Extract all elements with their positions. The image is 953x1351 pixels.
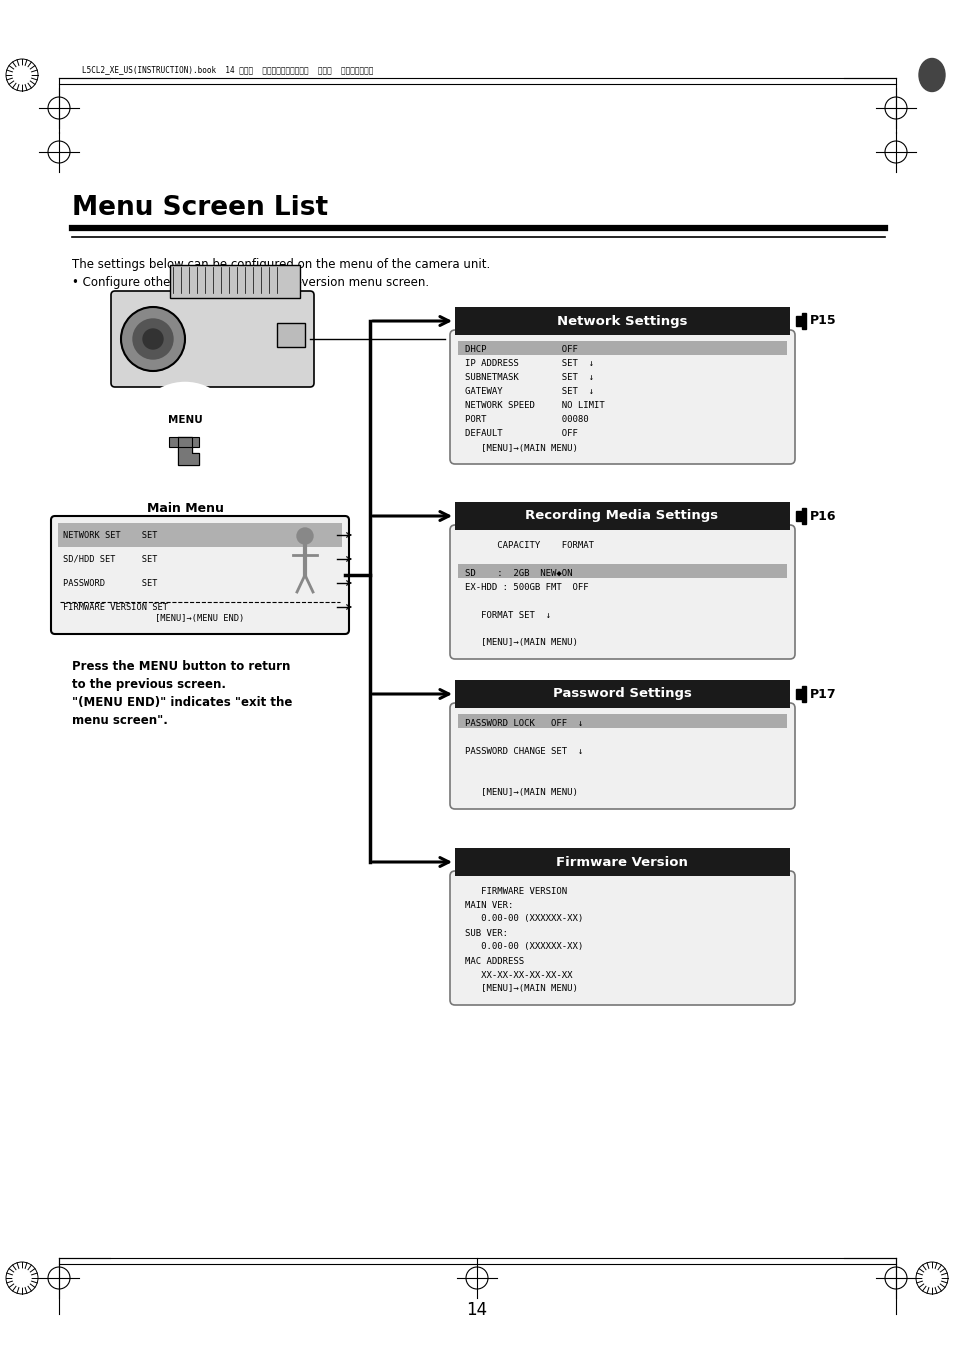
Bar xyxy=(457,713,786,728)
Bar xyxy=(276,323,305,347)
Bar xyxy=(169,436,199,447)
Text: [MENU]→(MAIN MENU): [MENU]→(MAIN MENU) xyxy=(464,789,578,797)
Text: FIRMWARE VERSION: FIRMWARE VERSION xyxy=(464,886,566,896)
Circle shape xyxy=(13,1269,30,1288)
Text: Recording Media Settings: Recording Media Settings xyxy=(525,509,718,523)
Text: P15: P15 xyxy=(809,315,836,327)
Text: FIRMWARE VERSION SET: FIRMWARE VERSION SET xyxy=(63,603,168,612)
Text: [MENU]→(MAIN MENU): [MENU]→(MAIN MENU) xyxy=(464,639,578,647)
Polygon shape xyxy=(795,686,805,703)
Ellipse shape xyxy=(918,58,944,92)
Text: to the previous screen.: to the previous screen. xyxy=(71,678,226,690)
Text: P16: P16 xyxy=(809,509,836,523)
Text: Main Menu: Main Menu xyxy=(147,503,223,515)
Bar xyxy=(170,265,299,299)
Text: EX-HDD : 500GB FMT  OFF: EX-HDD : 500GB FMT OFF xyxy=(464,582,588,592)
FancyBboxPatch shape xyxy=(450,526,794,659)
Text: DHCP              OFF: DHCP OFF xyxy=(464,346,578,354)
Text: Press the MENU button to return: Press the MENU button to return xyxy=(71,661,290,673)
Circle shape xyxy=(923,1269,940,1288)
Bar xyxy=(455,503,789,530)
Text: XX-XX-XX-XX-XX-XX: XX-XX-XX-XX-XX-XX xyxy=(464,970,572,979)
Text: MAIN VER:: MAIN VER: xyxy=(464,901,513,909)
Text: 14: 14 xyxy=(466,1301,487,1319)
Text: GATEWAY           SET  ↓: GATEWAY SET ↓ xyxy=(464,388,594,396)
Text: • Configure other settings on the Web-version menu screen.: • Configure other settings on the Web-ve… xyxy=(71,276,429,289)
Text: menu screen".: menu screen". xyxy=(71,713,168,727)
Text: DEFAULT           OFF: DEFAULT OFF xyxy=(464,430,578,439)
FancyBboxPatch shape xyxy=(111,290,314,386)
Bar xyxy=(455,307,789,335)
Bar xyxy=(457,340,786,355)
Text: [MENU]→(MAIN MENU): [MENU]→(MAIN MENU) xyxy=(464,443,578,453)
Text: NETWORK SET    SET: NETWORK SET SET xyxy=(63,531,157,539)
Circle shape xyxy=(132,382,236,486)
Text: 0.00-00 (XXXXXX-XX): 0.00-00 (XXXXXX-XX) xyxy=(464,943,582,951)
Text: Menu Screen List: Menu Screen List xyxy=(71,195,328,222)
Bar xyxy=(58,523,341,547)
Text: SUB VER:: SUB VER: xyxy=(464,928,507,938)
FancyBboxPatch shape xyxy=(450,703,794,809)
Circle shape xyxy=(13,66,30,84)
Text: The settings below can be configured on the menu of the camera unit.: The settings below can be configured on … xyxy=(71,258,490,272)
Text: L5CL2_XE_US(INSTRUCTION).book  14 ページ  ２００８年８月２５日  月曜日  午後３晎４３分: L5CL2_XE_US(INSTRUCTION).book 14 ページ ２００… xyxy=(82,65,373,74)
Bar xyxy=(457,563,786,578)
Circle shape xyxy=(132,319,172,359)
Text: Network Settings: Network Settings xyxy=(557,315,686,327)
Text: 0.00-00 (XXXXXX-XX): 0.00-00 (XXXXXX-XX) xyxy=(464,915,582,924)
Text: NETWORK SPEED     NO LIMIT: NETWORK SPEED NO LIMIT xyxy=(464,401,604,411)
Circle shape xyxy=(296,528,313,544)
Text: CAPACITY    FORMAT: CAPACITY FORMAT xyxy=(464,540,594,550)
Text: Firmware Version: Firmware Version xyxy=(556,855,687,869)
Circle shape xyxy=(121,307,185,372)
Text: SD    :  2GB  NEW◆ON: SD : 2GB NEW◆ON xyxy=(464,569,572,577)
Text: MENU: MENU xyxy=(168,415,202,426)
Text: IP ADDRESS        SET  ↓: IP ADDRESS SET ↓ xyxy=(464,359,594,369)
Text: PASSWORD LOCK   OFF  ↓: PASSWORD LOCK OFF ↓ xyxy=(464,719,582,727)
Text: PASSWORD       SET: PASSWORD SET xyxy=(63,578,157,588)
FancyBboxPatch shape xyxy=(51,516,349,634)
Text: "(MENU END)" indicates "exit the: "(MENU END)" indicates "exit the xyxy=(71,696,292,709)
Circle shape xyxy=(143,330,163,349)
FancyBboxPatch shape xyxy=(450,871,794,1005)
Text: [MENU]→(MAIN MENU): [MENU]→(MAIN MENU) xyxy=(464,985,578,993)
Text: PORT              00080: PORT 00080 xyxy=(464,416,588,424)
Text: Password Settings: Password Settings xyxy=(552,688,691,701)
Bar xyxy=(455,680,789,708)
Text: SD/HDD SET     SET: SD/HDD SET SET xyxy=(63,554,157,563)
Text: [MENU]→(MENU END): [MENU]→(MENU END) xyxy=(155,613,244,623)
Text: SUBNETMASK        SET  ↓: SUBNETMASK SET ↓ xyxy=(464,373,594,382)
Polygon shape xyxy=(795,508,805,524)
Polygon shape xyxy=(795,313,805,330)
Polygon shape xyxy=(178,436,199,465)
Text: PASSWORD CHANGE SET  ↓: PASSWORD CHANGE SET ↓ xyxy=(464,747,582,755)
FancyBboxPatch shape xyxy=(450,330,794,463)
Text: P17: P17 xyxy=(809,688,836,701)
Bar xyxy=(455,848,789,875)
Text: MAC ADDRESS: MAC ADDRESS xyxy=(464,957,523,966)
Text: FORMAT SET  ↓: FORMAT SET ↓ xyxy=(464,611,551,620)
